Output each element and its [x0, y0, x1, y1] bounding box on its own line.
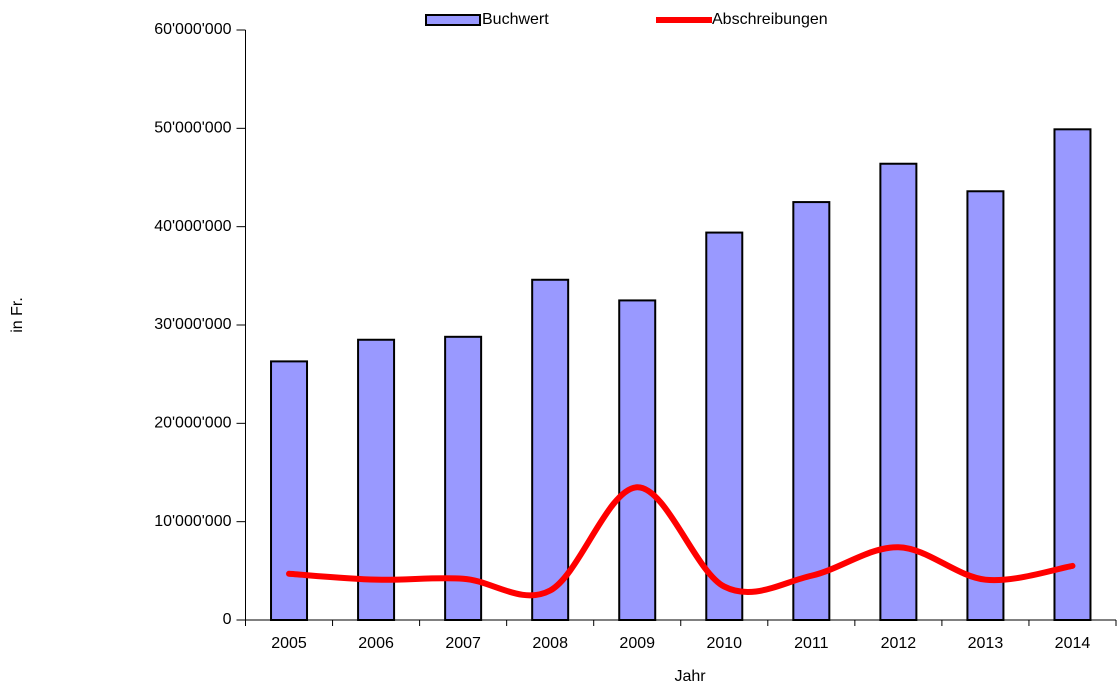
bar [705, 231, 744, 621]
y-tick-label: 60'000'000 [154, 21, 231, 38]
y-tick-label: 30'000'000 [154, 316, 231, 333]
x-tick-label: 2011 [794, 635, 829, 652]
x-tick-label: 2009 [619, 635, 655, 652]
x-tick-label: 2005 [271, 635, 307, 652]
legend-label: Abschreibungen [712, 11, 828, 28]
x-axis-label: Jahr [674, 668, 706, 685]
bar [879, 162, 918, 621]
y-tick-label: 0 [223, 611, 232, 628]
x-tick-label: 2010 [706, 635, 742, 652]
legend-swatch [425, 14, 481, 26]
y-tick-label: 50'000'000 [154, 120, 231, 137]
bar [1053, 128, 1092, 621]
legend-label: Buchwert [482, 11, 549, 28]
x-tick-label: 2006 [358, 635, 394, 652]
x-tick-label: 2014 [1055, 635, 1091, 652]
bar [357, 338, 396, 621]
bar [270, 360, 309, 621]
bar [618, 299, 657, 621]
bar [444, 335, 483, 621]
bar [966, 190, 1005, 621]
x-tick-label: 2007 [445, 635, 481, 652]
x-tick-label: 2013 [968, 635, 1004, 652]
y-tick-label: 10'000'000 [154, 513, 231, 530]
x-tick-label: 2008 [532, 635, 568, 652]
line [286, 484, 1076, 599]
x-tick-label: 2012 [881, 635, 917, 652]
y-tick-label: 40'000'000 [154, 218, 231, 235]
bar [531, 278, 570, 621]
bar [792, 201, 831, 621]
y-axis-label: in Fr. [9, 297, 26, 333]
y-tick-label: 20'000'000 [154, 415, 231, 432]
